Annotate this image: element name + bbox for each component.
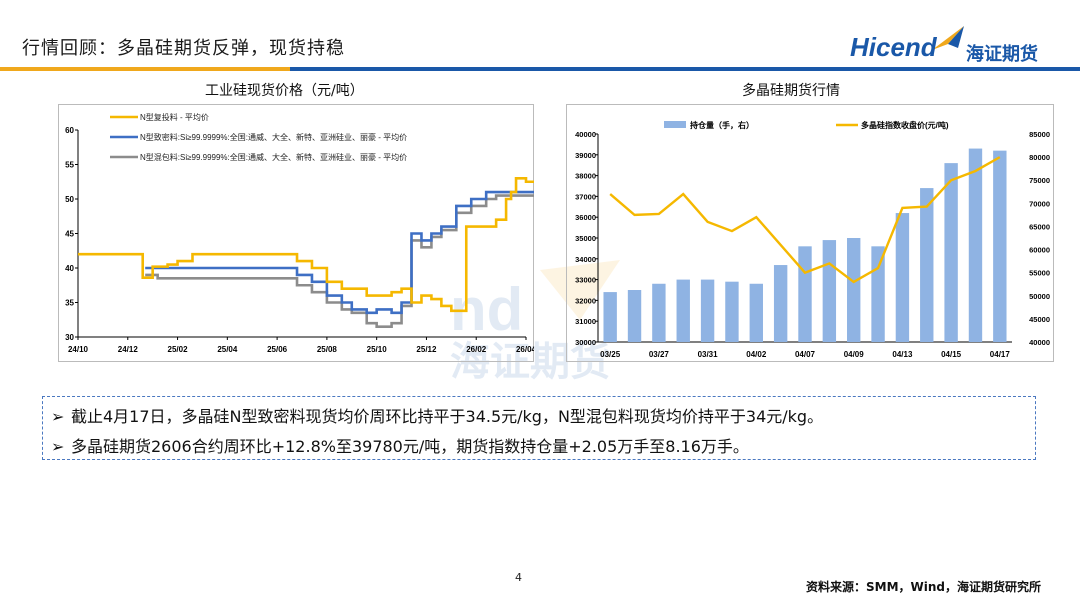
right-left-y-tick-label: 35000 <box>575 234 596 243</box>
left-y-tick-label: 60 <box>65 126 74 135</box>
left-series-line-2 <box>145 190 534 315</box>
logo-text-en: Hicend <box>850 32 937 62</box>
bullet-arrow-icon: ➢ <box>51 437 65 456</box>
right-x-tick-label: 03/31 <box>698 350 719 359</box>
summary-box: ➢ 截止4月17日，多晶硅N型致密料现货均价周环比持平于34.5元/kg，N型混包… <box>42 396 1036 460</box>
svg-text:海证期货: 海证期货 <box>450 340 610 380</box>
polysilicon-futures-chart: 30000 31000 32000 33000 34000 35000 36000 37000… <box>566 104 1054 362</box>
open-interest-bar <box>603 292 617 342</box>
left-legend-label: N型复投料 - 平均价 <box>140 112 209 122</box>
open-interest-bar <box>968 148 983 342</box>
header-bar-blue <box>290 67 1080 71</box>
logo-flag-icon <box>932 26 964 50</box>
open-interest-bar <box>920 188 934 342</box>
right-chart-frame <box>566 104 1054 362</box>
data-source: 资料来源：SMM，Wind，海证期货研究所 <box>806 580 1042 594</box>
page-title: 行情回顾：多晶硅期货反弹，现货持稳 <box>22 38 345 59</box>
left-series-line-3 <box>145 194 534 328</box>
right-x-tick-label: 04/15 <box>941 350 962 359</box>
left-x-tick-label: 25/10 <box>367 345 388 354</box>
right-x-tick-label: 04/07 <box>795 350 816 359</box>
right-left-y-tick-label: 30000 <box>575 338 596 347</box>
right-legend-label-bar: 持仓量（手，右） <box>690 120 754 130</box>
right-left-y-tick-label: 33000 <box>575 276 596 285</box>
left-chart-title: 工业硅现货价格（元/吨） <box>205 83 364 99</box>
open-interest-bar <box>676 279 690 342</box>
open-interest-bar <box>725 281 739 342</box>
open-interest-bar <box>652 283 666 342</box>
open-interest-bar <box>627 290 642 342</box>
left-x-tick-label: 25/12 <box>416 345 437 354</box>
open-interest-bar <box>700 279 715 342</box>
right-legend-swatch-bar <box>664 121 686 128</box>
open-interest-bar <box>944 163 958 342</box>
header-bar-orange <box>0 67 290 71</box>
right-x-tick-label: 04/09 <box>844 350 865 359</box>
open-interest-bar <box>847 238 861 342</box>
right-left-y-tick-label: 37000 <box>575 192 596 201</box>
index-close-price-line <box>609 156 1001 284</box>
right-x-tick-label: 04/02 <box>746 350 767 359</box>
open-interest-bar <box>822 240 837 342</box>
right-left-y-tick-label: 34000 <box>575 255 596 264</box>
open-interest-bar <box>749 283 763 342</box>
open-interest-bar <box>871 246 885 342</box>
right-x-tick-label: 03/25 <box>600 350 621 359</box>
right-legend-label-line: 多晶硅指数收盘价(元/吨) <box>861 120 949 130</box>
left-x-tick-label: 25/02 <box>168 345 189 354</box>
right-right-y-tick-label: 75000 <box>1029 176 1050 185</box>
right-x-tick-label: 03/27 <box>649 350 670 359</box>
left-y-tick-label: 45 <box>65 230 74 239</box>
right-right-y-tick-label: 40000 <box>1029 338 1050 347</box>
right-right-y-tick-label: 85000 <box>1029 130 1050 139</box>
right-right-y-tick-label: 55000 <box>1029 269 1050 278</box>
right-left-y-tick-label: 31000 <box>575 317 596 326</box>
left-x-tick-label: 25/04 <box>217 345 238 354</box>
right-left-y-tick-label: 39000 <box>575 151 596 160</box>
watermark-logo-icon: nd 海证期货 <box>450 260 620 380</box>
left-legend-label: N型混包料:Si≥99.9999%:全国:通威、大全、新特、亚洲硅业、丽豪 - … <box>140 152 407 162</box>
right-left-y-tick-label: 40000 <box>575 130 596 139</box>
left-x-tick-label: 26/02 <box>466 345 487 354</box>
left-x-tick-label: 24/12 <box>118 345 139 354</box>
page-number: 4 <box>515 571 522 584</box>
open-interest-bar <box>798 246 812 342</box>
bullet-arrow-icon: ➢ <box>51 407 65 426</box>
silicon-spot-price-chart: 30 35 40 45 50 55 60 24/10 24/12 25/02 25/04 25/06 2… <box>58 104 534 362</box>
left-x-tick-label: 26/04 <box>516 345 534 354</box>
left-y-tick-label: 35 <box>65 299 74 308</box>
left-y-tick-label: 50 <box>65 195 74 204</box>
right-right-y-tick-label: 45000 <box>1029 315 1050 324</box>
summary-bullet-2: ➢ 多晶硅期货2606合约周环比+12.8%至39780元/吨，期货指数持仓量+2… <box>51 433 749 457</box>
summary-bullet-1: ➢ 截止4月17日，多晶硅N型致密料现货均价周环比持平于34.5元/kg，N型混包… <box>51 403 823 427</box>
right-x-tick-label: 04/13 <box>892 350 913 359</box>
right-right-y-tick-label: 60000 <box>1029 246 1050 255</box>
right-chart-title: 多晶硅期货行情 <box>742 83 840 99</box>
left-series-line-1 <box>78 177 534 313</box>
open-interest-bar <box>993 150 1007 342</box>
left-x-tick-label: 25/08 <box>317 345 338 354</box>
left-x-tick-label: 24/10 <box>68 345 89 354</box>
left-y-tick-label: 55 <box>65 161 74 170</box>
left-legend-label: N型致密料:Si≥99.9999%:全国:通威、大全、新特、亚洲硅业、丽豪 - … <box>140 132 407 142</box>
hicend-logo: Hicend 海证期货 <box>850 26 1060 66</box>
left-chart-frame <box>58 104 534 362</box>
right-x-tick-label: 04/17 <box>990 350 1011 359</box>
logo-text-cn: 海证期货 <box>966 44 1038 65</box>
right-right-y-tick-label: 70000 <box>1029 199 1050 208</box>
left-y-tick-label: 30 <box>65 333 74 342</box>
summary-text-1: 截止4月17日，多晶硅N型致密料现货均价周环比持平于34.5元/kg，N型混包料… <box>71 407 824 426</box>
right-left-y-tick-label: 32000 <box>575 296 596 305</box>
right-right-y-tick-label: 65000 <box>1029 222 1050 231</box>
open-interest-bar <box>773 265 788 342</box>
summary-text-2: 多晶硅期货2606合约周环比+12.8%至39780元/吨，期货指数持仓量+2.… <box>71 437 749 456</box>
right-right-y-tick-label: 80000 <box>1029 153 1050 162</box>
left-y-tick-label: 40 <box>65 264 74 273</box>
left-x-tick-label: 25/06 <box>267 345 288 354</box>
right-left-y-tick-label: 36000 <box>575 213 596 222</box>
right-right-y-tick-label: 50000 <box>1029 292 1050 301</box>
open-interest-bar <box>895 213 910 342</box>
right-left-y-tick-label: 38000 <box>575 172 596 181</box>
